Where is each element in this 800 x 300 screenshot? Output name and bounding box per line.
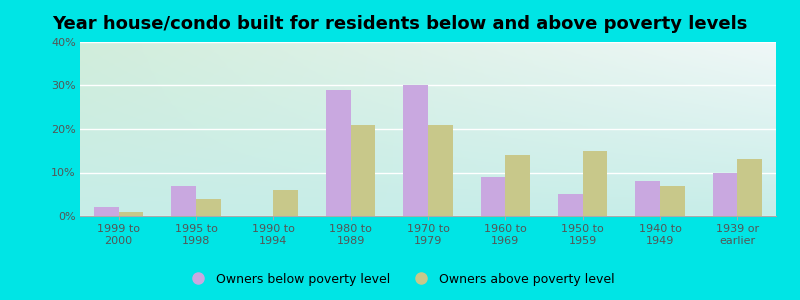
Bar xyxy=(738,159,762,216)
Bar xyxy=(558,194,582,216)
Bar xyxy=(582,151,607,216)
Bar xyxy=(481,177,506,216)
Bar xyxy=(118,212,143,216)
Bar xyxy=(635,181,660,216)
Text: Year house/condo built for residents below and above poverty levels: Year house/condo built for residents bel… xyxy=(52,15,748,33)
Bar xyxy=(403,85,428,216)
Bar xyxy=(171,185,196,216)
Bar xyxy=(274,190,298,216)
Bar xyxy=(660,185,685,216)
Bar xyxy=(326,90,350,216)
Bar xyxy=(428,124,453,216)
Bar xyxy=(506,155,530,216)
Bar xyxy=(94,207,118,216)
Bar xyxy=(350,124,375,216)
Bar xyxy=(713,172,738,216)
Bar xyxy=(196,199,221,216)
Legend: Owners below poverty level, Owners above poverty level: Owners below poverty level, Owners above… xyxy=(181,268,619,291)
